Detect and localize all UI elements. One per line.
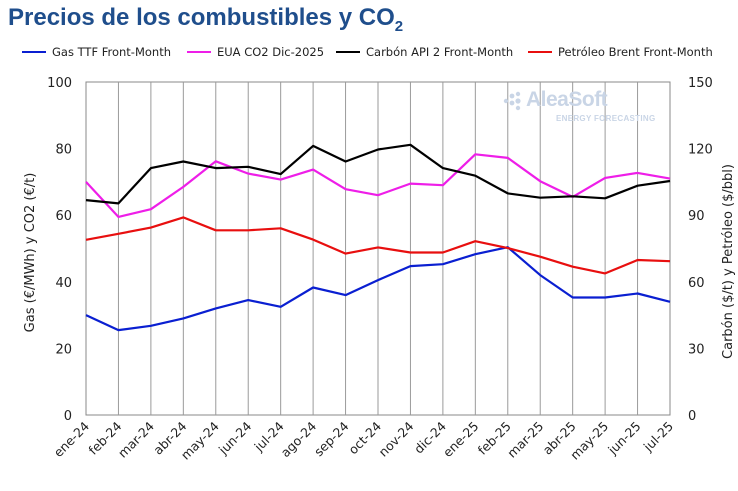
series-line-0 [85,246,671,332]
y-left-tick-label: 60 [55,209,72,224]
legend-label-brent: Petróleo Brent Front-Month [558,45,713,59]
legend-item-gas: Gas TTF Front-Month [22,44,171,60]
x-tick-label: nov-24 [376,418,417,459]
logo-wordmark: AleaSoft [526,88,608,111]
legend-swatch-coal [336,51,360,53]
y-right-tick-label: 30 [688,342,705,357]
y-right-tick-label: 120 [688,143,713,158]
x-tick-label: mar-24 [115,418,157,460]
y-right-tick-label: 60 [688,276,705,291]
y-left-tick-label: 80 [55,143,72,158]
y-right-tick-label: 0 [688,409,696,424]
x-tick-label: mar-25 [504,419,546,461]
y-left-tick-label: 40 [55,276,72,291]
x-tick-label: ago-24 [278,418,320,460]
legend-label-coal: Carbón API 2 Front-Month [366,45,514,59]
chart-legend: Gas TTF Front-Month EUA CO2 Dic-2025 Car… [0,44,738,60]
x-tick-label: sep-24 [311,418,352,459]
y-right-tick-label: 90 [688,209,705,224]
y-left-tick-label: 0 [64,409,72,424]
legend-label-co2: EUA CO2 Dic-2025 [217,45,325,59]
legend-item-brent: Petróleo Brent Front-Month [528,44,713,60]
y-left-axis-label: Gas (€/MWh) y CO2 (€/t) [23,173,38,333]
x-tick-label: jun-25 [604,419,643,458]
legend-label-gas: Gas TTF Front-Month [52,45,172,59]
y-right-axis-label: Carbón ($/t) y Petróleo ($/bbl) [721,164,736,359]
y-right-tick-label: 150 [688,76,713,91]
y-left-tick-label: 20 [55,342,72,357]
legend-swatch-gas [22,51,46,53]
legend-swatch-brent [528,51,552,53]
x-tick-label: ene-24 [51,418,93,460]
y-left-tick-label: 100 [47,76,72,91]
x-tick-label: ene-25 [440,419,482,461]
logo-dots-icon [503,91,521,111]
series-line-2 [85,143,671,205]
x-tick-label: jun-24 [215,418,254,457]
logo-tagline: ENERGY FORECASTING [556,114,656,123]
series-line-3 [85,216,671,275]
x-tick-label: jul-25 [640,419,676,455]
legend-item-coal: Carbón API 2 Front-Month [336,44,513,60]
legend-item-co2: EUA CO2 Dic-2025 [187,44,324,60]
legend-swatch-co2 [187,51,211,53]
chart-title: Precios de los combustibles y CO2 [8,4,404,35]
